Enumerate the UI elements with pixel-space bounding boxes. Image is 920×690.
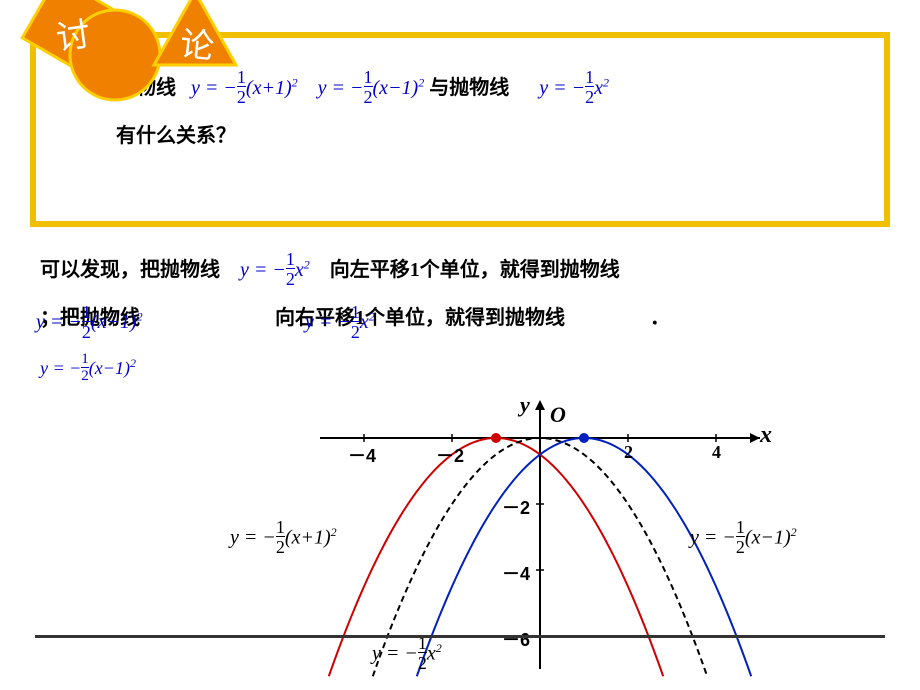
xtick--4: －4 <box>348 442 376 468</box>
q-t2: 与抛物线 <box>429 77 509 99</box>
ytick--2: －2 <box>502 494 530 520</box>
answer-text: 可以发现，把抛物线 y = −12x2 向左平移1个单位，就得到抛物线 ；把抛物… <box>40 250 880 388</box>
origin-label: O <box>550 402 566 428</box>
curve-label-center: y = −12x2 <box>372 636 442 674</box>
a-dot: ． <box>650 307 670 329</box>
xtick-4: 4 <box>712 442 721 463</box>
curve-label-left: y = −12(x+1)2 <box>230 520 337 558</box>
header-text-left: 讨 <box>54 17 93 58</box>
q-f3: y = −12x2 <box>539 77 609 99</box>
q-f2: y = −12(x−1)2 <box>318 77 425 99</box>
header-text-right: 论 <box>178 25 216 66</box>
x-axis-label: x <box>760 422 772 449</box>
xtick--2: －2 <box>436 442 464 468</box>
a-f3: y = −12x2 <box>305 302 375 342</box>
a-1a: 可以发现，把抛物线 <box>40 259 220 281</box>
a-1b: 向左平移1个单位，就得到抛物线 <box>330 259 620 281</box>
q-t3: 有什么关系？ <box>116 125 236 147</box>
header-graphic: 讨 论 <box>0 0 280 110</box>
ytick--4: －4 <box>502 560 530 586</box>
ytick--6: －6 <box>502 626 530 652</box>
a-f1: y = −12x2 <box>240 259 310 281</box>
footer-divider <box>35 635 885 638</box>
a-f4: y = −12(x−1)2 <box>40 358 136 378</box>
xtick-2: 2 <box>624 442 633 463</box>
y-axis-label: y <box>520 392 530 418</box>
curve-label-right: y = −12(x−1)2 <box>690 520 797 558</box>
a-f2: y = −12(x+1)2 <box>36 302 143 342</box>
